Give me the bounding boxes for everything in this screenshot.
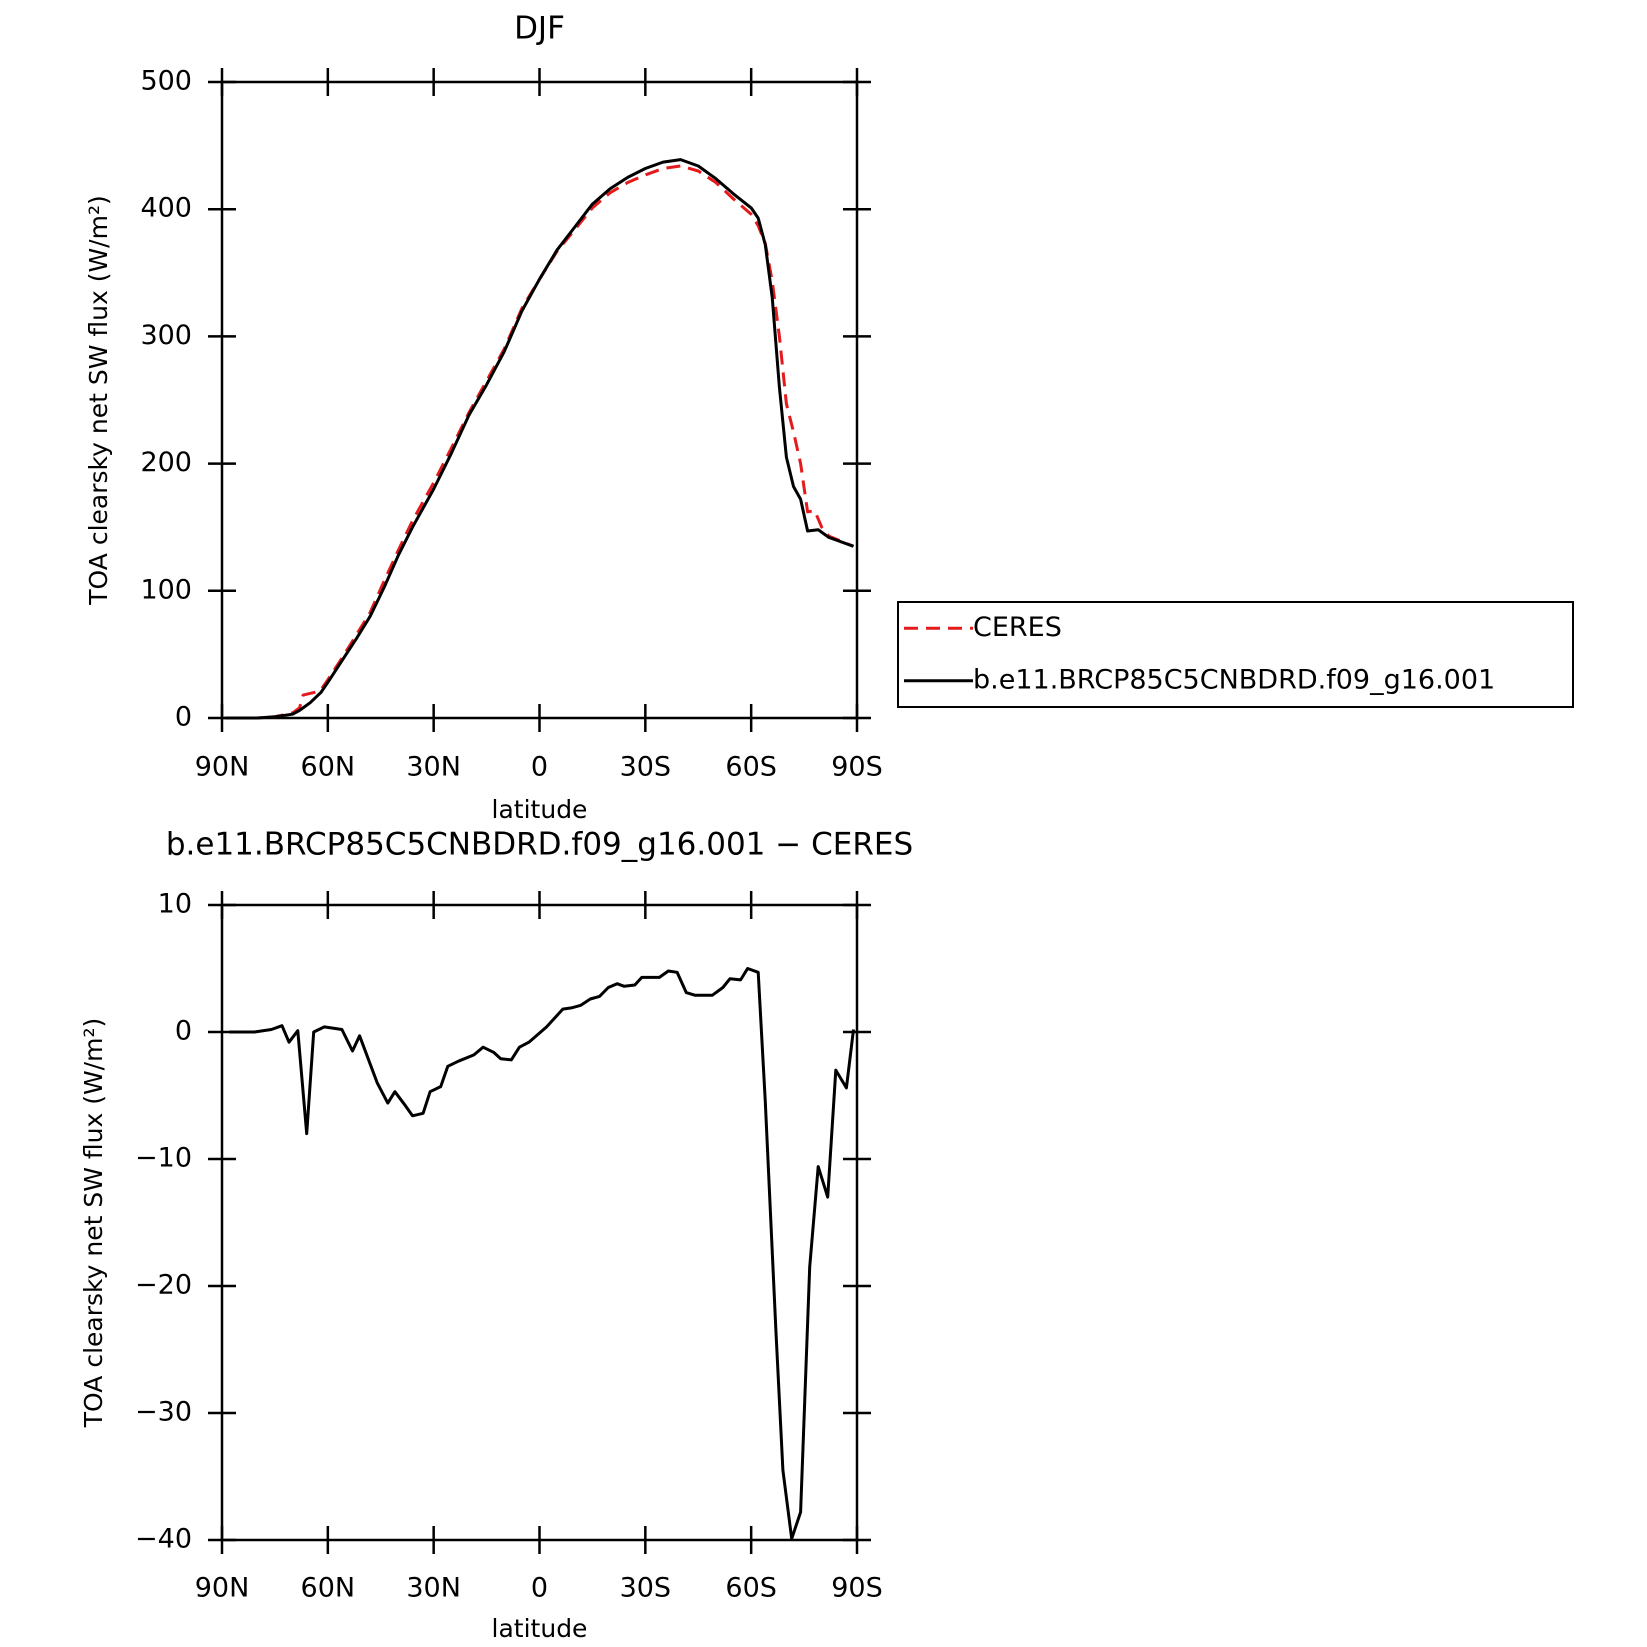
- x-tick-label: 60S: [725, 1573, 777, 1604]
- x-tick-label: 90S: [831, 752, 883, 783]
- x-tick-label: 30S: [620, 1573, 672, 1604]
- data-line: [225, 158, 855, 720]
- chart-title: DJF: [514, 11, 565, 47]
- y-tick-label: 500: [140, 66, 192, 97]
- x-tick-label: 90N: [195, 1573, 250, 1604]
- plot-frame: [220, 80, 859, 720]
- x-tick-label: 90N: [195, 752, 250, 783]
- y-tick-label: 300: [140, 320, 192, 351]
- plot-frame: [220, 903, 859, 1542]
- y-tick-label: 0: [175, 702, 192, 733]
- y-tick-label: −10: [135, 1143, 192, 1174]
- legend-label: b.e11.BRCP85C5CNBDRD.f09_g16.001: [973, 664, 1495, 695]
- x-tick-label: 0: [531, 1573, 548, 1604]
- y-tick-label: 0: [175, 1016, 192, 1047]
- y-tick-label: −30: [135, 1397, 192, 1428]
- y-tick-label: 100: [140, 574, 192, 605]
- y-tick-label: 10: [158, 889, 192, 920]
- x-tick-label: 0: [531, 752, 548, 783]
- data-line: [229, 967, 855, 1541]
- y-tick-label: 400: [140, 193, 192, 224]
- x-tick-label: 60N: [301, 752, 356, 783]
- y-tick-label: −40: [135, 1524, 192, 1555]
- x-tick-label: 90S: [831, 1573, 883, 1604]
- legend-label: CERES: [973, 612, 1062, 643]
- y-axis-label: TOA clearsky net SW flux (W/m²): [79, 1018, 108, 1428]
- y-tick-label: 200: [140, 447, 192, 478]
- chart-title: b.e11.BRCP85C5CNBDRD.f09_g16.001 − CERES: [166, 827, 913, 863]
- x-tick-label: 60S: [725, 752, 777, 783]
- y-tick-label: −20: [135, 1270, 192, 1301]
- x-axis-label: latitude: [492, 1614, 588, 1643]
- legend-box: [897, 601, 1574, 708]
- x-tick-label: 30S: [620, 752, 672, 783]
- x-tick-label: 30N: [406, 752, 461, 783]
- x-axis-label: latitude: [492, 795, 588, 824]
- y-axis-label: TOA clearsky net SW flux (W/m²): [84, 195, 113, 605]
- x-tick-label: 30N: [406, 1573, 461, 1604]
- x-tick-label: 60N: [301, 1573, 356, 1604]
- data-line: [225, 164, 855, 720]
